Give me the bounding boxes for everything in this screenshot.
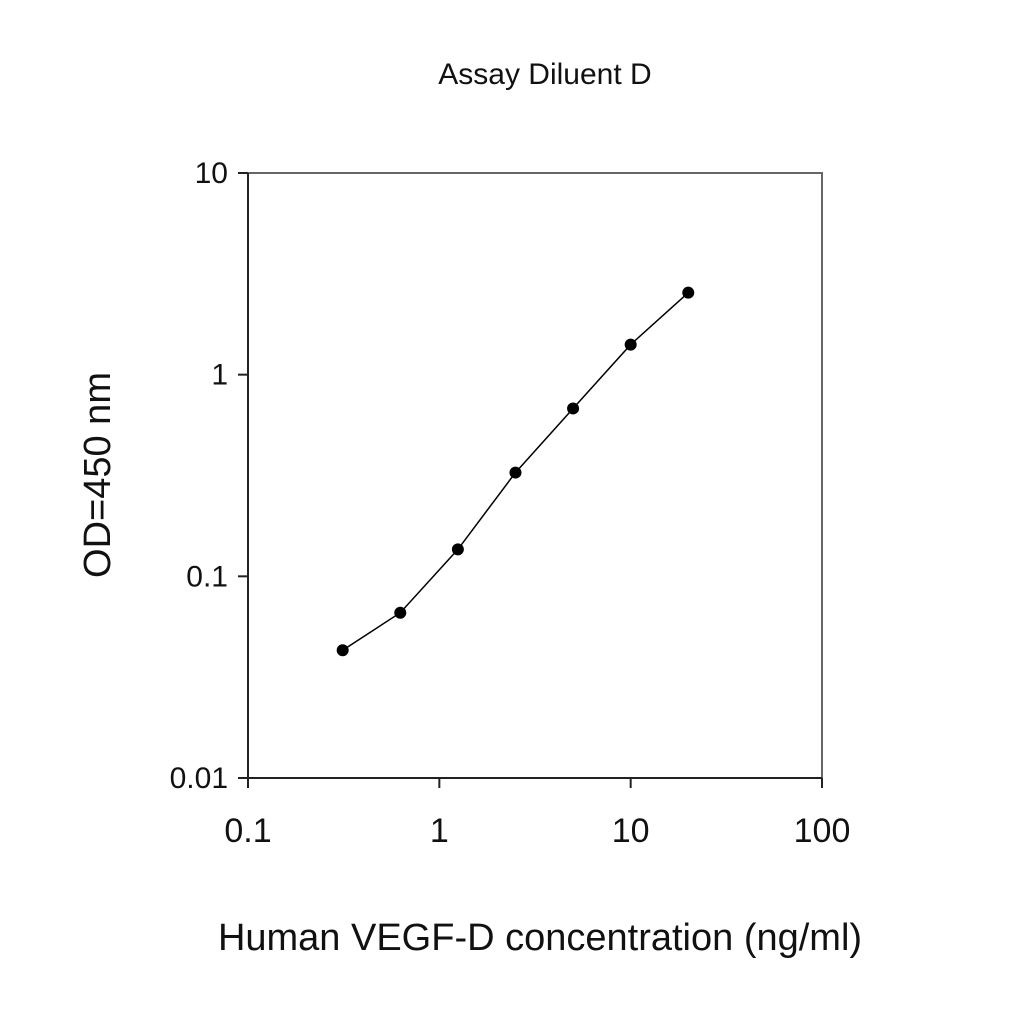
y-axis-label: OD=450 nm [77, 372, 119, 578]
x-tick-label: 10 [612, 812, 650, 850]
data-point [451, 543, 464, 556]
chart-title: Assay Diluent D [438, 58, 651, 91]
x-tick-label: 100 [794, 812, 851, 850]
data-point [509, 466, 522, 479]
y-tick-label: 0.1 [186, 560, 228, 593]
data-point [624, 338, 637, 351]
data-point [336, 644, 349, 657]
y-tick-label: 10 [195, 157, 228, 190]
data-point [567, 402, 580, 415]
y-tick-label: 1 [211, 359, 228, 392]
data-point [394, 606, 407, 619]
data-point [682, 286, 695, 299]
y-tick-label: 0.01 [170, 762, 228, 795]
x-axis-label: Human VEGF-D concentration (ng/ml) [218, 917, 862, 959]
x-tick-label: 1 [430, 812, 449, 850]
x-tick-label: 0.1 [224, 812, 271, 850]
